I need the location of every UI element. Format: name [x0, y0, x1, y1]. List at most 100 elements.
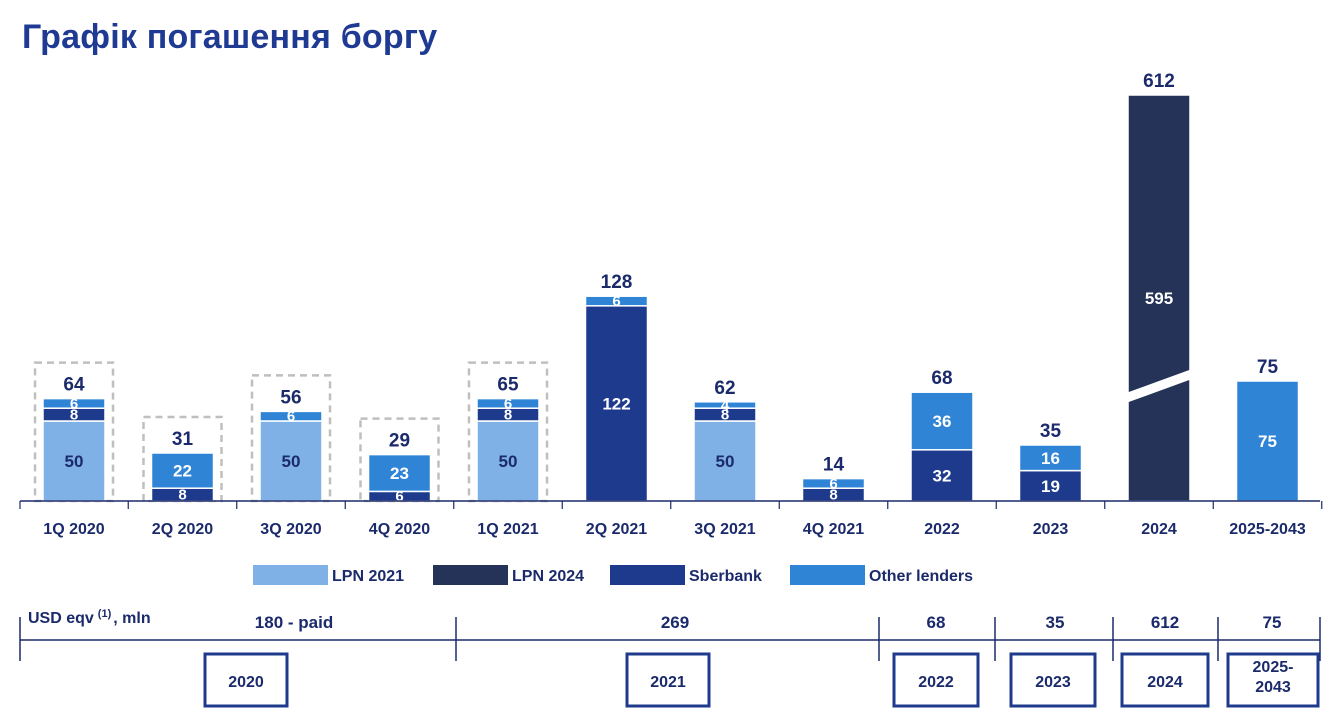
segment-label-lpn-2021-3q-2021: 50 [716, 452, 735, 471]
year-box-2020 [203, 652, 289, 708]
total-label-3q-2020: 56 [280, 387, 301, 408]
segment-label-sberbank-4q-2020: 6 [395, 488, 403, 505]
segment-label-other-lenders-2q-2020: 22 [173, 462, 192, 481]
bar-segment-lpn-2024-2024 [1127, 94, 1191, 502]
segment-label-sberbank-1q-2021: 8 [504, 407, 512, 424]
x-axis-ticks: 1Q 2020 2Q 2020 3Q 2020 4Q 2020 1Q 2021 2Q 20… [19, 501, 1323, 538]
segment-label-sberbank-2022: 32 [933, 466, 952, 485]
bar-segment-sberbank-2022 [910, 449, 974, 502]
legend-label-lpn-2024: LPN 2024 [512, 568, 584, 585]
bar-segment-other-lenders-1q-2021 [476, 397, 540, 409]
segment-label-sberbank-2023: 19 [1041, 477, 1060, 496]
total-label-2024: 612 [1143, 71, 1175, 92]
segment-label-lpn-2021-3q-2020: 50 [282, 452, 301, 471]
segment-label-other-lenders-4q-2020: 23 [390, 464, 409, 483]
total-label-2023: 35 [1040, 421, 1062, 442]
timeline-value-2022: 68 [927, 613, 946, 632]
segment-label-other-lenders-2022: 36 [933, 412, 952, 431]
total-label-3q-2021: 62 [714, 378, 735, 399]
bar-segment-other-lenders-2q-2020 [150, 452, 215, 489]
year-box-label-2021: 2021 [650, 674, 686, 691]
segment-label-lpn-2021-1q-2021: 50 [499, 452, 518, 471]
segment-label-sberbank-2q-2021: 122 [602, 394, 630, 413]
bar-segment-other-lenders-3q-2021 [693, 401, 757, 409]
paid-highlight-box-2q-2020 [142, 415, 223, 503]
segment-label-sberbank-2q-2020: 8 [178, 487, 186, 504]
segment-label-lpn-2024-2024: 595 [1145, 289, 1173, 308]
segment-label-other-lenders-2023: 16 [1041, 449, 1060, 468]
x-tick-label-2024: 2024 [1141, 521, 1177, 538]
year-box-label-2025-2043: 2025-2043 [1253, 659, 1294, 696]
bar-segment-other-lenders-2q-2021 [584, 295, 649, 307]
bar-segment-other-lenders-4q-2021 [801, 477, 866, 489]
timeline-value-2024: 612 [1151, 613, 1179, 632]
timeline-value-2025-2043: 75 [1263, 613, 1282, 632]
x-tick-label-1q-2020: 1Q 2020 [43, 521, 104, 538]
year-box-label-2022: 2022 [918, 674, 954, 691]
year-box-label-2024: 2024 [1147, 674, 1183, 691]
year-box-label-2020: 2020 [228, 674, 264, 691]
x-tick-label-2023: 2023 [1033, 521, 1069, 538]
segment-label-sberbank-1q-2020: 8 [70, 407, 78, 424]
bar-segment-other-lenders-4q-2020 [367, 453, 432, 493]
bar-segment-sberbank-2q-2021 [584, 305, 649, 502]
bar-segment-lpn-2021-1q-2021 [476, 420, 540, 502]
data-labels-layer: 5086648223150656623295086651226128508462… [63, 71, 1278, 505]
segment-label-other-lenders-2025-2043: 75 [1258, 432, 1277, 451]
year-box-2022 [892, 652, 980, 708]
segment-label-sberbank-4q-2021: 8 [829, 487, 837, 504]
total-label-2025-2043: 75 [1257, 357, 1279, 378]
segment-label-other-lenders-3q-2020: 6 [287, 408, 295, 425]
legend: LPN 2021 LPN 2024 Sberbank Other lenders [253, 565, 973, 585]
total-label-1q-2021: 65 [497, 375, 519, 396]
segment-label-other-lenders-4q-2021: 6 [829, 475, 837, 492]
legend-swatch-sberbank [610, 565, 685, 585]
x-tick-label-3q-2021: 3Q 2021 [694, 521, 755, 538]
total-label-4q-2020: 29 [389, 431, 410, 452]
bar-segment-other-lenders-3q-2020 [259, 410, 323, 422]
bar-segment-lpn-2021-3q-2021 [693, 420, 757, 502]
bar-segment-other-lenders-2023 [1018, 444, 1083, 472]
year-box-2021 [625, 652, 711, 708]
segment-label-other-lenders-2q-2021: 6 [612, 293, 620, 310]
segment-label-sberbank-3q-2021: 8 [721, 407, 729, 424]
legend-swatch-lpn-2021 [253, 565, 328, 585]
page-title: Графік погашення боргу [22, 18, 438, 56]
year-box-label-2023: 2023 [1035, 674, 1071, 691]
segment-label-other-lenders-3q-2021: 4 [721, 397, 730, 414]
x-tick-label-4q-2020: 4Q 2020 [369, 521, 430, 538]
x-tick-label-4q-2021: 4Q 2021 [803, 521, 864, 538]
year-box-2024 [1120, 652, 1210, 708]
bar-segment-lpn-2021-1q-2020 [42, 420, 106, 502]
bars-layer [42, 94, 1300, 502]
timeline-value-2021: 269 [661, 613, 689, 632]
summary-timeline: USD eqv (1), mln 180 - paid 2020 269 2021 68 2… [19, 608, 1321, 708]
total-label-2q-2021: 128 [601, 272, 633, 293]
legend-swatch-lpn-2024 [433, 565, 508, 585]
segment-label-other-lenders-1q-2020: 6 [70, 395, 78, 412]
year-box-2025-2043 [1226, 652, 1320, 708]
x-tick-label-2q-2020: 2Q 2020 [152, 521, 213, 538]
legend-label-lpn-2021: LPN 2021 [332, 568, 404, 585]
timeline-value-2023: 35 [1046, 613, 1065, 632]
total-label-4q-2021: 14 [823, 455, 845, 476]
legend-label-sberbank: Sberbank [689, 568, 762, 585]
x-tick-label-3q-2020: 3Q 2020 [260, 521, 321, 538]
total-label-2q-2020: 31 [172, 429, 194, 450]
segment-label-lpn-2021-1q-2020: 50 [65, 452, 84, 471]
paid-highlight-box-4q-2020 [359, 417, 440, 503]
segment-label-other-lenders-1q-2021: 6 [504, 395, 512, 412]
unit-label: USD eqv (1), mln [28, 608, 151, 627]
x-tick-label-2022: 2022 [924, 521, 960, 538]
bar-segment-other-lenders-2022 [910, 391, 974, 451]
x-tick-label-1q-2021: 1Q 2021 [477, 521, 538, 538]
axis-break-marker [1126, 369, 1192, 403]
x-tick-label-2025-2043: 2025-2043 [1229, 521, 1306, 538]
year-box-2023 [1009, 652, 1097, 708]
x-tick-label-2q-2021: 2Q 2021 [586, 521, 647, 538]
legend-label-other-lenders: Other lenders [869, 568, 973, 585]
legend-swatch-other-lenders [790, 565, 865, 585]
bar-segment-other-lenders-1q-2020 [42, 397, 106, 409]
total-label-1q-2020: 64 [63, 375, 85, 396]
